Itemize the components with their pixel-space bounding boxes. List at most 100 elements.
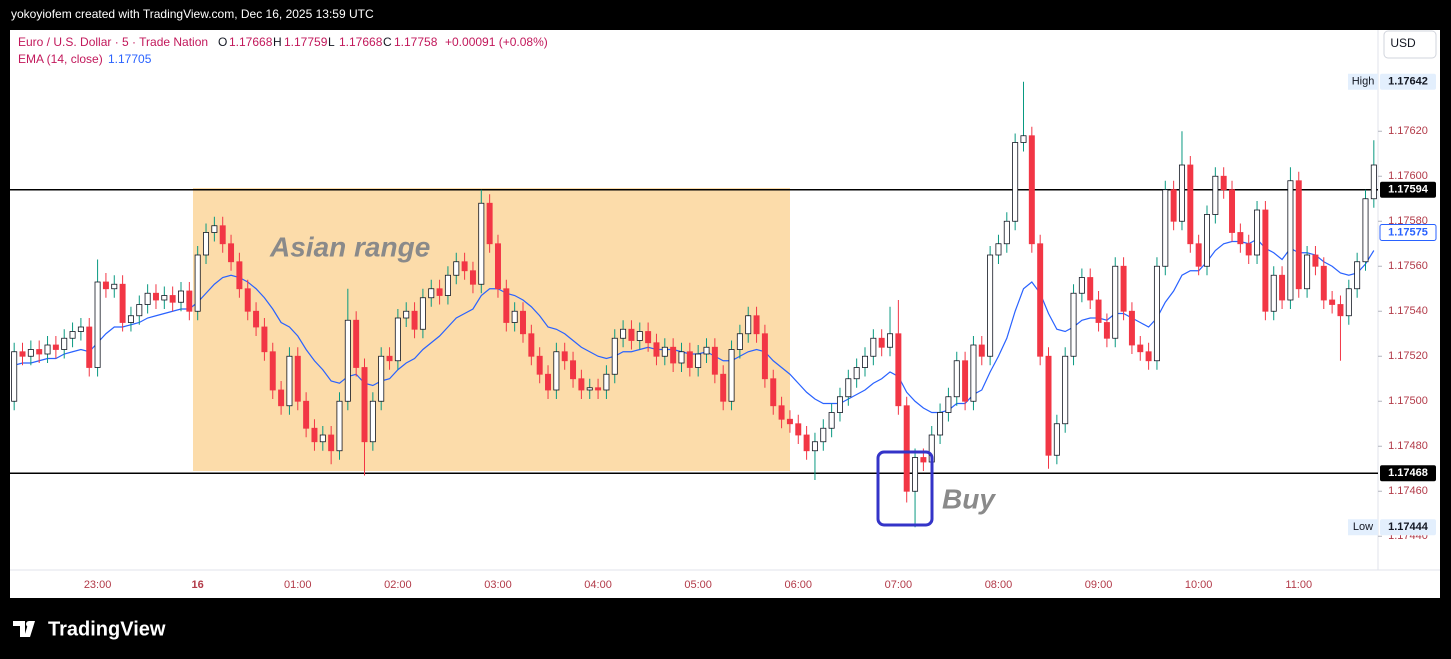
y-tick-label: 1.17480 (1388, 440, 1428, 452)
candle-body (811, 441, 818, 452)
candle-body (1145, 351, 1152, 362)
candle-body (1212, 175, 1219, 215)
x-tick-label: 11:00 (1285, 579, 1312, 591)
x-tick-label: 02:00 (384, 579, 412, 591)
candle-body (711, 346, 718, 375)
candle-body (720, 373, 727, 402)
candle-body (1279, 274, 1286, 301)
candle-body (136, 304, 143, 317)
candle-body (628, 328, 635, 341)
candle-body (1078, 277, 1085, 294)
candle-body (211, 225, 218, 233)
candle-body (828, 412, 835, 429)
candle-body (428, 288, 435, 299)
legend-key: O (218, 35, 227, 49)
x-tick-label: 09:00 (1085, 579, 1113, 591)
candle-body (678, 351, 685, 364)
candle-body (286, 355, 293, 407)
legend-value: 1.17759 (284, 35, 328, 49)
candle-body (94, 281, 101, 368)
high-tag (1348, 73, 1378, 90)
x-tick-label: 03:00 (484, 579, 512, 591)
candle-body (786, 418, 793, 425)
candle-body (186, 290, 193, 312)
candle-body (570, 360, 577, 380)
candle-body (1012, 142, 1019, 222)
candle-body (69, 331, 76, 339)
candle-body (945, 396, 952, 413)
x-tick-label: 16 (192, 579, 204, 591)
candle-body (61, 337, 68, 350)
candle-body (1262, 209, 1269, 312)
candle-body (369, 400, 376, 443)
candle-body (670, 346, 677, 364)
y-tick-label: 1.17500 (1388, 395, 1428, 407)
candle-body (603, 373, 610, 391)
candle-body (736, 333, 743, 350)
candle-body (161, 295, 168, 301)
candle-body (1254, 209, 1261, 256)
candle-body (561, 351, 568, 362)
candle-body (294, 355, 301, 402)
candle-body (328, 434, 335, 452)
candle-body (745, 315, 752, 335)
candle-body (1245, 243, 1252, 256)
candle-body (228, 243, 235, 263)
candle-body (203, 232, 210, 256)
candle-body (870, 337, 877, 357)
x-tick-label: 08:00 (985, 579, 1013, 591)
candle-body (987, 254, 994, 357)
candle-body (111, 283, 118, 290)
level-badge (1380, 465, 1436, 482)
candle-body (511, 310, 518, 323)
credit-line: yokoyiofem created with TradingView.com,… (11, 7, 374, 21)
candle-body (536, 355, 543, 375)
candle-body (853, 367, 860, 380)
candle-body (553, 351, 560, 391)
candle-body (728, 349, 735, 402)
candle-body (244, 288, 251, 312)
y-tick-label: 1.17520 (1388, 350, 1428, 362)
currency-button[interactable] (1383, 30, 1437, 59)
candle-body (1370, 164, 1377, 200)
x-tick-label: 01:00 (284, 579, 312, 591)
candle-body (1329, 299, 1336, 305)
candle-body (845, 378, 852, 398)
candle-body (578, 378, 585, 391)
candle-body (386, 355, 393, 362)
legend-change: +0.00091 (+0.08%) (445, 35, 548, 49)
candle-body (152, 292, 159, 301)
y-tick-label: 1.17560 (1388, 260, 1428, 272)
candle-body (261, 326, 268, 353)
candle-body (311, 427, 318, 443)
currency-label: USD (1390, 36, 1416, 50)
candle-body (1220, 175, 1227, 191)
candle-body (1028, 135, 1035, 245)
level-value: 1.17468 (1388, 467, 1428, 479)
candle-body (686, 351, 693, 368)
legend-ema-value: 1.17705 (108, 52, 152, 66)
candle-body (1170, 189, 1177, 222)
candle-body (453, 261, 460, 276)
candle-body (353, 319, 360, 368)
candle-body (1137, 344, 1144, 353)
candle-body (1229, 189, 1236, 233)
candle-body (887, 333, 894, 348)
candle-body (595, 387, 602, 391)
candle-body (953, 360, 960, 398)
candle-body (803, 434, 810, 452)
candle-body (937, 412, 944, 436)
candle-body (1178, 164, 1185, 222)
candle-body (1187, 164, 1194, 245)
candle-body (86, 326, 93, 368)
candle-body (636, 331, 643, 341)
candle-body (620, 328, 627, 339)
candle-body (361, 367, 368, 443)
plot-area: 1.174401.174601.174801.175001.175201.175… (10, 73, 1437, 591)
legend-key: H (273, 35, 282, 49)
high-tag-label: High (1352, 76, 1375, 88)
candle-body (52, 344, 59, 350)
candle-body (27, 349, 34, 357)
